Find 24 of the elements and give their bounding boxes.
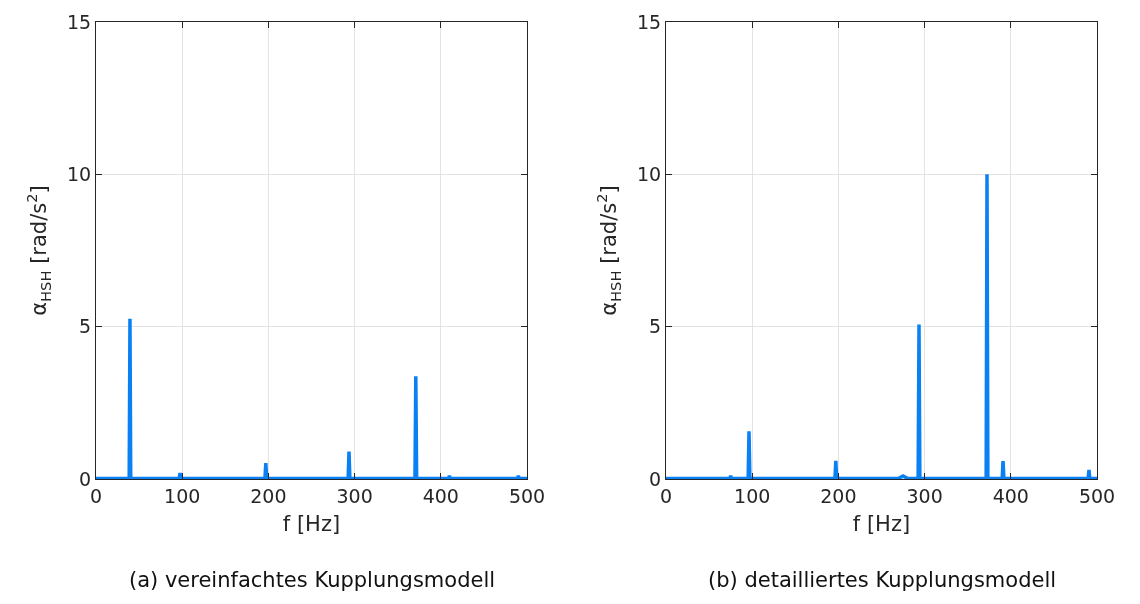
y-tick-label: 15 — [67, 10, 92, 33]
line-series — [96, 317, 527, 479]
x-tick-label: 200 — [820, 484, 857, 507]
x-tick-label: 200 — [250, 484, 287, 507]
y-tick-label: 5 — [79, 315, 92, 338]
y-tick-label: 0 — [649, 467, 662, 490]
x-tick-label: 300 — [906, 484, 943, 507]
x-tick-label: 400 — [992, 484, 1029, 507]
line-series — [666, 172, 1097, 479]
y-tick-label: 0 — [79, 467, 92, 490]
text: (b) detailliertes Kupplungsmodell — [708, 568, 1057, 592]
text: (a) vereinfachtes Kupplungsmodell — [129, 568, 496, 592]
x-tick-label: 400 — [422, 484, 459, 507]
x-tick-label: 100 — [164, 484, 201, 507]
x-axis-title: f [Hz] — [282, 512, 341, 536]
x-tick-label: 500 — [508, 484, 546, 507]
y-tick-label: 15 — [637, 10, 662, 33]
x-tick-label: 100 — [734, 484, 771, 507]
x-axis-title: f [Hz] — [852, 512, 911, 536]
y-tick-label: 10 — [637, 162, 662, 185]
y-tick-label: 5 — [649, 315, 662, 338]
x-tick-label: 300 — [336, 484, 373, 507]
x-tick-label: 500 — [1078, 484, 1116, 507]
y-tick-label: 10 — [67, 162, 92, 185]
